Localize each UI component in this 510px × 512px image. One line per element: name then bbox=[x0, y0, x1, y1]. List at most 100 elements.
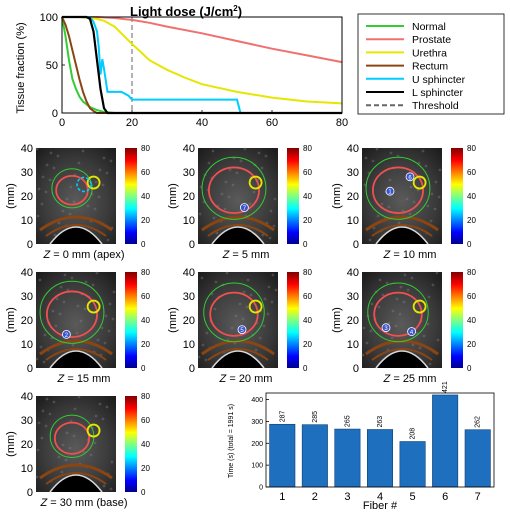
speckle bbox=[395, 297, 399, 301]
fiber-marker bbox=[407, 327, 417, 336]
speckle bbox=[83, 307, 87, 311]
colorbar-tick: 60 bbox=[467, 168, 476, 177]
ultrasound-panel: 7 40 30 20 10 0 (mm) 80 60 40 20 0 Z = 5 mm bbox=[167, 143, 312, 261]
bar-value-label: 262 bbox=[475, 416, 482, 428]
speckle bbox=[380, 202, 384, 206]
speckle bbox=[107, 329, 111, 333]
speckle bbox=[227, 195, 231, 199]
speckle bbox=[266, 312, 270, 316]
speckle bbox=[200, 276, 204, 280]
speckle bbox=[258, 336, 262, 340]
normal-contour bbox=[365, 156, 431, 220]
panel-y-tick: 20 bbox=[21, 315, 33, 327]
speckle bbox=[65, 431, 69, 435]
plot-area-frame bbox=[61, 16, 343, 114]
bar bbox=[269, 423, 296, 488]
speckle bbox=[44, 190, 48, 194]
fiber-marker-label: 5 bbox=[240, 328, 244, 334]
speckle bbox=[64, 458, 68, 462]
speckle bbox=[109, 487, 113, 491]
panel-y-tick: 0 bbox=[27, 239, 33, 251]
speckle bbox=[428, 362, 432, 366]
speckle bbox=[207, 161, 211, 165]
panel-depth-z: Z bbox=[42, 249, 51, 261]
colorbar-tick: 20 bbox=[467, 340, 476, 349]
speckle bbox=[198, 212, 202, 216]
speckle bbox=[427, 295, 431, 299]
speckle bbox=[429, 219, 433, 223]
speckle bbox=[409, 185, 413, 189]
panel-y-tick: 40 bbox=[21, 391, 33, 403]
speckle bbox=[201, 343, 205, 347]
speckle bbox=[365, 341, 369, 345]
speckle bbox=[246, 278, 250, 282]
normal-contour bbox=[201, 156, 267, 220]
speckle bbox=[89, 453, 93, 457]
speckle bbox=[69, 419, 73, 423]
bar-value-label: 285 bbox=[312, 411, 319, 423]
speckle bbox=[435, 271, 439, 275]
rectum-contour-inner bbox=[371, 224, 433, 237]
speckle bbox=[422, 334, 426, 338]
rectum-contour-inner bbox=[45, 224, 107, 237]
speckle bbox=[66, 288, 70, 292]
panel-y-tick: 20 bbox=[21, 191, 33, 203]
legend-label: Rectum bbox=[412, 61, 448, 73]
panel-depth-z: Z bbox=[383, 249, 392, 261]
speckle bbox=[93, 207, 97, 211]
fiber-marker-label: 6 bbox=[408, 175, 412, 181]
x-tick-label: 60 bbox=[266, 117, 278, 129]
panel-y-tick: 10 bbox=[347, 215, 359, 227]
speckle bbox=[417, 161, 421, 165]
x-tick-label: 20 bbox=[126, 117, 138, 129]
speckle bbox=[412, 200, 416, 204]
speckle bbox=[213, 307, 217, 311]
fiber-marker-label: 3 bbox=[384, 326, 388, 332]
rectum-contour bbox=[365, 215, 439, 232]
panel-depth-label: Z = 25 mm bbox=[383, 373, 437, 385]
colorbar-tick: 0 bbox=[141, 240, 146, 249]
panel-depth-label: Z = 0 mm (apex) bbox=[42, 249, 124, 261]
rectum-contour bbox=[39, 215, 113, 232]
x-tick-label: 40 bbox=[196, 117, 208, 129]
bar-value-label: 421 bbox=[442, 381, 449, 393]
speckle bbox=[44, 424, 48, 428]
bar-value-label: 208 bbox=[410, 428, 417, 440]
speckle bbox=[234, 314, 238, 318]
panel-y-tick: 40 bbox=[183, 267, 195, 279]
panel-y-tick: 10 bbox=[347, 339, 359, 351]
speckle bbox=[434, 180, 438, 184]
speckle bbox=[375, 147, 379, 151]
colorbar-tick: 20 bbox=[467, 216, 476, 225]
speckle bbox=[431, 283, 435, 287]
colorbar bbox=[451, 148, 463, 244]
speckle bbox=[268, 236, 272, 240]
panel-y-label: (mm) bbox=[331, 183, 343, 209]
ultrasound-panel: 2 40 30 20 10 0 (mm) 80 60 40 20 0 Z = 15 mm bbox=[5, 267, 150, 385]
panel-y-tick: 30 bbox=[21, 291, 33, 303]
speckle bbox=[57, 455, 61, 459]
panel-y-tick: 10 bbox=[183, 215, 195, 227]
speckle bbox=[390, 336, 394, 340]
speckle bbox=[105, 171, 109, 175]
speckle bbox=[204, 358, 208, 362]
fiber-marker-label: 2 bbox=[65, 333, 69, 339]
panel-depth-value: = 30 mm (base) bbox=[47, 497, 127, 509]
legend-label: Threshold bbox=[412, 100, 459, 112]
bar bbox=[301, 424, 328, 488]
speckle bbox=[43, 333, 47, 337]
legend-label: Urethra bbox=[412, 47, 447, 59]
panel-y-tick: 10 bbox=[21, 215, 33, 227]
fiber-marker bbox=[239, 203, 249, 212]
speckle bbox=[58, 312, 62, 316]
speckle bbox=[211, 149, 215, 153]
panel-depth-value: = 20 mm bbox=[226, 373, 272, 385]
colorbar bbox=[287, 148, 299, 244]
panel-y-tick: 0 bbox=[189, 363, 195, 375]
panel-y-tick: 40 bbox=[347, 267, 359, 279]
colorbar-tick: 80 bbox=[467, 268, 476, 277]
panel-depth-z: Z bbox=[383, 373, 392, 385]
speckle bbox=[197, 355, 201, 359]
speckle bbox=[421, 149, 425, 153]
